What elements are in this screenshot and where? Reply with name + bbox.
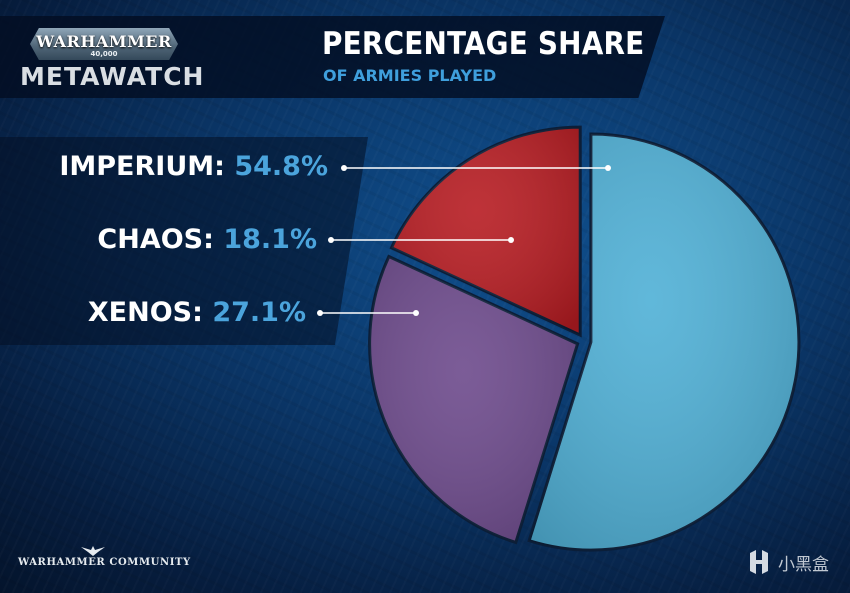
pie-slices <box>368 125 801 552</box>
labels-band <box>0 137 368 345</box>
watermark-text: 小黑盒 <box>778 554 829 575</box>
leader-lines <box>317 165 611 316</box>
leader-dot-xenos-end <box>413 310 419 316</box>
chart-subtitle: OF ARMIES PLAYED <box>323 66 497 85</box>
leader-dot-imperium-start <box>341 165 347 171</box>
label-xenos-name: XENOS <box>87 297 193 328</box>
watermark: 小黑盒 <box>746 548 829 576</box>
metawatch-title: METAWATCH <box>20 62 205 91</box>
pie-slice-chaos <box>389 125 582 338</box>
pie-slice-shade-xenos <box>369 256 578 543</box>
label-imperium-name: IMPERIUM <box>59 151 215 182</box>
label-chaos: CHAOS: 18.1% <box>97 224 317 255</box>
aquila-icon <box>81 546 105 556</box>
pie-slice-xenos <box>368 254 580 545</box>
warhammer-logo-text: WARHAMMER <box>36 32 172 51</box>
chart-title: PERCENTAGE SHARE <box>322 26 645 62</box>
warhammer-logo-badge <box>30 28 178 60</box>
leader-dot-chaos-start <box>328 237 334 243</box>
label-imperium-value: 54.8% <box>234 151 328 182</box>
pie-slice-shade-imperium <box>529 134 799 551</box>
label-xenos: XENOS: 27.1% <box>87 297 306 328</box>
warhammer-logo: WARHAMMER 40,000 <box>30 28 178 70</box>
leader-dot-chaos-end <box>508 237 514 243</box>
heybox-logo-icon <box>750 550 768 574</box>
pie-slice-shade-chaos <box>391 127 581 336</box>
label-chaos-value: 18.1% <box>223 224 317 255</box>
label-imperium: IMPERIUM: 54.8% <box>59 151 328 182</box>
footer-brand-text: WARHAMMER COMMUNITY <box>18 557 191 568</box>
leader-dot-imperium-end <box>605 165 611 171</box>
leader-dot-xenos-start <box>317 310 323 316</box>
pie-slice-imperium <box>527 132 801 552</box>
label-chaos-name: CHAOS <box>97 224 204 255</box>
warhammer-logo-sub: 40,000 <box>90 50 118 58</box>
label-xenos-value: 27.1% <box>212 297 306 328</box>
